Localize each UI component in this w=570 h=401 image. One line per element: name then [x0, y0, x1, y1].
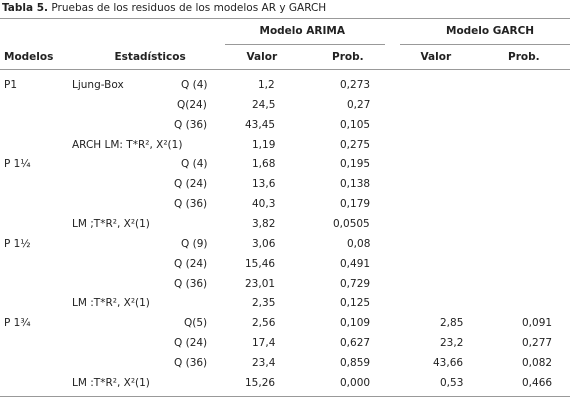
- arima-cell: 43,45: [245, 118, 276, 131]
- arima-cell: 1,68: [252, 158, 276, 171]
- arima-cell: 0,125: [340, 297, 371, 310]
- garch-cell: 0,091: [522, 317, 553, 330]
- column-header: Valor: [246, 51, 278, 63]
- arima-cell: 0,179: [340, 198, 371, 211]
- bottom-rule: [0, 396, 570, 397]
- test-cell: LM ;T*R², X²(1): [72, 217, 150, 230]
- arima-cell: 17,4: [252, 337, 276, 350]
- test-cell: Ljung-Box: [72, 79, 124, 91]
- arima-cell: 13,6: [252, 178, 276, 191]
- group-header: Modelo ARIMA: [259, 25, 345, 37]
- group-header: Modelo GARCH: [446, 25, 535, 37]
- arima-cell: 0,000: [340, 376, 371, 389]
- arima-cell: 0,08: [347, 237, 371, 250]
- garch-cell: 0,466: [522, 376, 553, 389]
- lag-cell: Q (36): [174, 277, 208, 290]
- arima-cell: 1,19: [252, 138, 276, 151]
- header-rule: [0, 69, 570, 70]
- model-cell: P1: [4, 79, 18, 91]
- caption-text: Pruebas de los residuos de los modelos A…: [51, 2, 327, 14]
- lag-cell: Q (36): [174, 356, 208, 369]
- lag-cell: Q (36): [174, 118, 208, 131]
- arima-cell: 1,2: [258, 79, 275, 91]
- arima-cell: 0,138: [340, 178, 371, 191]
- arima-cell: 23,01: [245, 277, 276, 290]
- arima-cell: 0,627: [340, 337, 371, 350]
- arima-cell: 0,859: [340, 356, 371, 369]
- arima-cell: 23,4: [252, 356, 276, 369]
- arima-cell: 0,27: [347, 98, 371, 111]
- garch-cell: 0,53: [440, 376, 464, 389]
- arima-cell: 0,491: [340, 257, 371, 270]
- arima-cell: 0,109: [340, 317, 371, 330]
- group-rule: [225, 44, 385, 45]
- column-header: Prob.: [508, 51, 540, 63]
- caption: Tabla 5. Pruebas de los residuos de los …: [2, 1, 326, 15]
- test-cell: LM :T*R², X²(1): [72, 376, 150, 389]
- arima-cell: 3,06: [252, 237, 276, 250]
- test-cell: LM :T*R², X²(1): [72, 297, 150, 310]
- arima-cell: 2,35: [252, 297, 276, 310]
- column-header: Valor: [420, 51, 452, 63]
- column-header: Estadísticos: [114, 51, 186, 63]
- garch-cell: 0,082: [522, 356, 553, 369]
- arima-cell: 0,195: [340, 158, 371, 171]
- lag-cell: Q (4): [181, 158, 208, 171]
- group-rule: [400, 44, 570, 45]
- lag-cell: Q (36): [174, 198, 208, 211]
- arima-cell: 0,729: [340, 277, 371, 290]
- column-header: Modelos: [4, 51, 54, 63]
- arima-cell: 15,26: [245, 376, 276, 389]
- arima-cell: 24,5: [252, 98, 276, 111]
- column-header: Prob.: [332, 51, 364, 63]
- model-cell: P 1¾: [4, 317, 31, 330]
- lag-cell: Q(24): [177, 98, 207, 111]
- arima-cell: 0,273: [340, 79, 371, 91]
- lag-cell: Q (9): [181, 237, 208, 250]
- arima-cell: 40,3: [252, 198, 276, 211]
- model-cell: P 1½: [4, 237, 31, 250]
- lag-cell: Q (24): [174, 337, 208, 350]
- lag-cell: Q(5): [184, 317, 208, 330]
- arima-cell: 15,46: [245, 257, 276, 270]
- top-rule: [0, 18, 570, 19]
- arima-cell: 3,82: [252, 217, 276, 230]
- arima-cell: 0,0505: [333, 217, 370, 230]
- test-cell: ARCH LM: T*R², X²(1): [72, 138, 183, 151]
- lag-cell: Q (24): [174, 178, 208, 191]
- arima-cell: 2,56: [252, 317, 276, 330]
- arima-cell: 0,275: [340, 138, 371, 151]
- caption-label: Tabla 5.: [2, 2, 49, 14]
- garch-cell: 43,66: [433, 356, 464, 369]
- lag-cell: Q (24): [174, 257, 208, 270]
- model-cell: P 1¼: [4, 158, 31, 171]
- garch-cell: 23,2: [440, 337, 464, 350]
- arima-cell: 0,105: [340, 118, 371, 131]
- lag-cell: Q (4): [181, 79, 208, 91]
- garch-cell: 0,277: [522, 337, 553, 350]
- garch-cell: 2,85: [440, 317, 464, 330]
